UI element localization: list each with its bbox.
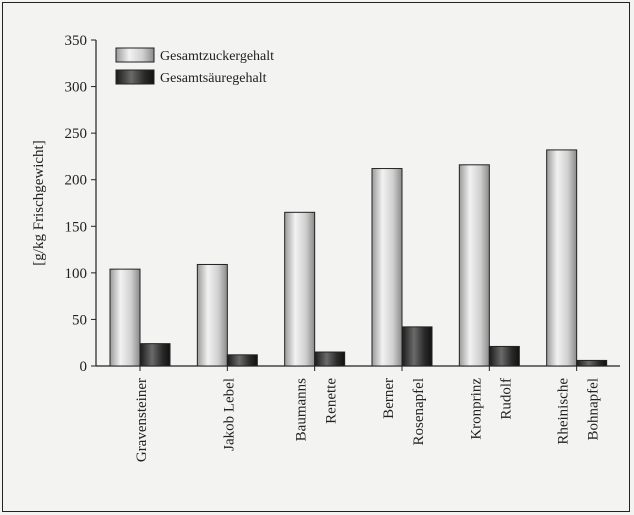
- bar: [139, 343, 171, 367]
- x-tick-label: Kronprinz: [468, 378, 484, 440]
- y-tick-label: 200: [65, 173, 88, 189]
- x-tick-label: Rosenapfel: [411, 378, 427, 445]
- y-tick-label: 50: [72, 312, 87, 328]
- x-tick-label: Renette: [324, 378, 340, 424]
- x-tick-label: Baumanns: [294, 378, 310, 441]
- x-tick-labels: Gravensteiner Jakob Lebel Baumanns Renette B…: [134, 378, 602, 462]
- legend-label: Gesamtzuckergehalt: [160, 49, 274, 64]
- bar: [226, 354, 258, 367]
- legend-swatch: [115, 69, 155, 85]
- bar: [109, 268, 141, 367]
- y-axis-label: [g/kg Frischgewicht]: [31, 140, 47, 265]
- y-tick-label: 150: [65, 219, 88, 235]
- x-tick-label: Gravensteiner: [134, 378, 150, 462]
- legend: Gesamtzuckergehalt Gesamtsäuregehalt: [115, 47, 274, 86]
- y-tick-label: 250: [65, 126, 88, 142]
- bar: [314, 351, 346, 367]
- bar: [546, 149, 578, 367]
- x-tick-label: Berner: [381, 378, 397, 419]
- bar: [196, 263, 228, 367]
- bar: [284, 211, 316, 367]
- bar: [371, 168, 403, 367]
- y-tick-label: 350: [65, 33, 88, 49]
- y-tick-label: 300: [65, 80, 88, 96]
- x-tick-label: Rheinische: [556, 378, 572, 445]
- x-tick-label: Rudolf: [498, 378, 514, 420]
- y-tick-label: 100: [65, 266, 88, 282]
- legend-label: Gesamtsäuregehalt: [160, 71, 267, 86]
- bar: [488, 345, 520, 367]
- x-tick-label: Bohnapfel: [586, 378, 602, 440]
- legend-swatch: [115, 47, 155, 63]
- x-tick-label: Jakob Lebel: [221, 378, 237, 451]
- bar: [401, 326, 433, 367]
- y-tick-label: 0: [80, 359, 88, 375]
- axes: 0 50 100 150 200 250 300 350: [65, 33, 620, 375]
- bar: [576, 359, 608, 367]
- bar: [458, 164, 490, 367]
- bars: [109, 149, 608, 367]
